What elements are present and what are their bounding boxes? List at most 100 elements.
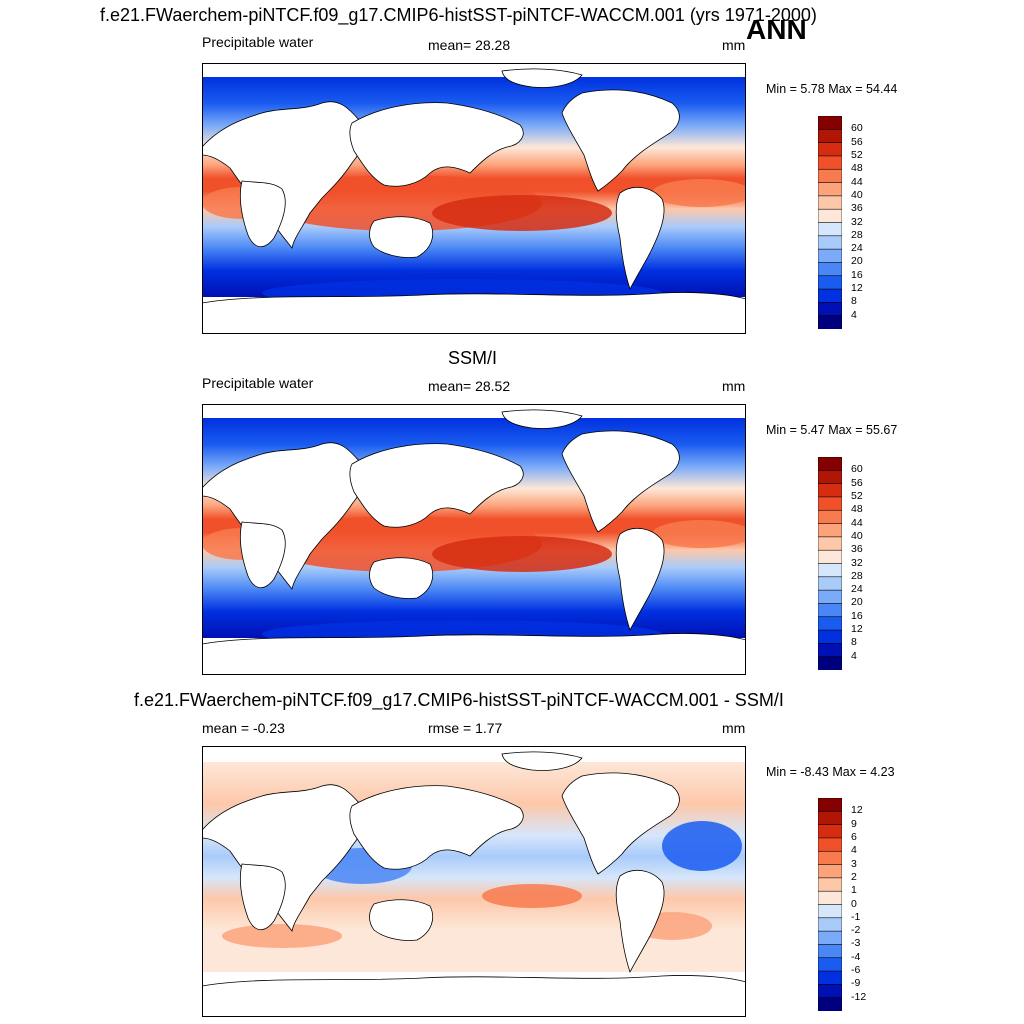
colorbar-swatch — [818, 643, 842, 658]
colorbar-tick-label: -2 — [851, 924, 861, 937]
colorbar-tick-label: 4 — [851, 308, 857, 321]
colorbar-tick-label: 48 — [851, 503, 863, 516]
colorbar-swatch — [818, 984, 842, 999]
continent-outline — [349, 443, 524, 528]
continent-outline — [501, 68, 583, 88]
panel3-minmax: Min = -8.43 Max = 4.23 — [766, 765, 895, 779]
colorbar-tick-label: 20 — [851, 255, 863, 268]
continent-outline — [615, 527, 665, 632]
colorbar-swatch — [818, 470, 842, 485]
colorbar-swatch — [818, 235, 842, 250]
colorbar-swatch — [818, 589, 842, 605]
colorbar-swatch — [818, 603, 842, 618]
colorbar-swatch — [818, 483, 842, 498]
colorbar-tick-label: -4 — [851, 950, 861, 963]
colorbar-swatch — [818, 850, 842, 866]
panel2-title: SSM/I — [448, 348, 498, 368]
colorbar-swatch — [818, 629, 842, 645]
colorbar-swatch — [818, 195, 842, 210]
field-blob — [482, 884, 582, 908]
colorbar-tick-label: 44 — [851, 516, 863, 529]
panel1-mean: mean= 28.28 — [428, 37, 511, 53]
colorbar-swatch — [818, 997, 842, 1011]
colorbar-tick-label: 36 — [851, 202, 863, 215]
colorbar-swatch — [818, 155, 842, 171]
continent-outline — [202, 975, 746, 1017]
colorbar-swatch — [818, 275, 842, 290]
colorbar-swatch — [818, 930, 842, 946]
colorbar-swatch — [818, 129, 842, 144]
colorbar-swatch — [818, 288, 842, 304]
figure-title: f.e21.FWaerchem-piNTCF.f09_g17.CMIP6-his… — [100, 5, 817, 25]
colorbar-swatch — [818, 904, 842, 919]
colorbar-tick-label: 32 — [851, 556, 863, 569]
map-frame — [202, 404, 746, 675]
panel1-units: mm — [722, 37, 746, 53]
colorbar-tick-label: 28 — [851, 228, 863, 241]
colorbar-tick-label: -3 — [851, 937, 861, 950]
continent-outline — [240, 521, 286, 589]
panel3-map — [202, 746, 746, 1017]
map-frame — [202, 746, 746, 1017]
colorbar-tick-label: 28 — [851, 569, 863, 582]
panel3-rmse: rmse = 1.77 — [428, 720, 503, 736]
colorbar-tick-label: 44 — [851, 175, 863, 188]
colorbar-swatch — [818, 890, 842, 906]
continent-outline — [561, 772, 680, 875]
colorbar-swatch — [818, 222, 842, 237]
colorbar-swatch — [818, 208, 842, 224]
continent-outline — [369, 557, 434, 599]
continent-outline — [369, 216, 434, 258]
field-blob — [652, 520, 746, 548]
panel2-minmax: Min = 5.47 Max = 55.67 — [766, 423, 898, 437]
colorbar-tick-label: -6 — [851, 964, 861, 977]
colorbar-swatch — [818, 457, 842, 472]
colorbar-tick-label: 16 — [851, 609, 863, 622]
field-blob — [662, 821, 742, 871]
colorbar-swatch — [818, 576, 842, 591]
continent-outline — [615, 186, 665, 291]
panel2-colorbar: 60 56 52 48 44 40 36 32 28 24 20 16 12 8 4 — [818, 457, 863, 670]
colorbar-tick-label: 20 — [851, 596, 863, 609]
colorbar-tick-label: 9 — [851, 817, 857, 830]
continent-outline — [561, 430, 680, 533]
colorbar-tick-label: 24 — [851, 242, 863, 255]
colorbar-tick-label: 12 — [851, 804, 863, 817]
panel1-map — [202, 63, 746, 334]
field-blob — [432, 195, 612, 231]
colorbar-swatch — [818, 116, 842, 131]
colorbar-swatch — [818, 864, 842, 879]
continent-outline — [349, 102, 524, 187]
colorbar-swatch — [818, 563, 842, 578]
colorbar-tick-label: 56 — [851, 135, 863, 148]
colorbar-tick-label: 2 — [851, 870, 857, 883]
colorbar-tick-label: 8 — [851, 636, 857, 649]
colorbar-tick-label: 1 — [851, 884, 857, 897]
colorbar-swatch — [818, 142, 842, 157]
panel1-minmax: Min = 5.78 Max = 54.44 — [766, 82, 898, 96]
panel1-colorbar: 60 56 52 48 44 40 36 32 28 24 20 16 12 8 4 — [818, 116, 863, 329]
colorbar-swatches — [818, 116, 842, 329]
panel3-mean: mean = -0.23 — [202, 720, 285, 736]
panel3-units: mm — [722, 720, 746, 736]
colorbar-swatch — [818, 496, 842, 512]
colorbar-swatch — [818, 549, 842, 565]
panel2-mean: mean= 28.52 — [428, 378, 511, 394]
continent-outline — [202, 633, 746, 675]
field-blob — [222, 924, 342, 948]
panel3-colorbar: 12 9 6 4 3 2 1 0 -1 -2 -3 -4 -6 -9 -12 — [818, 798, 866, 1011]
colorbar-swatch — [818, 970, 842, 986]
colorbar-swatch — [818, 811, 842, 826]
colorbar-tick-label: 60 — [851, 122, 863, 135]
colorbar-tick-label: 16 — [851, 268, 863, 281]
colorbar-swatch — [818, 182, 842, 197]
colorbar-swatch — [818, 656, 842, 670]
colorbar-swatches — [818, 798, 842, 1011]
colorbar-swatch — [818, 957, 842, 972]
colorbar-swatch — [818, 536, 842, 551]
colorbar-swatch — [818, 168, 842, 184]
colorbar-swatch — [818, 302, 842, 317]
map-frame — [202, 63, 746, 334]
panel2-units: mm — [722, 378, 746, 394]
colorbar-tick-label: 40 — [851, 529, 863, 542]
